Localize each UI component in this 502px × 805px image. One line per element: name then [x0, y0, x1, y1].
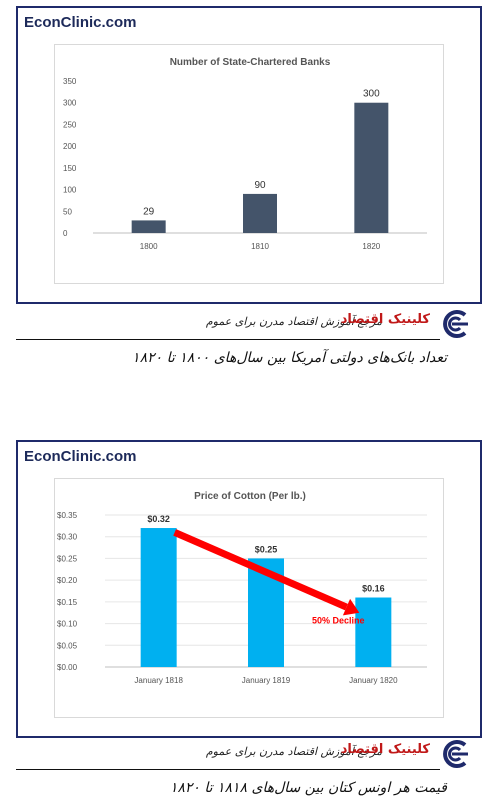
chart-1-plot-area: Number of State-Chartered Banks 0 50 100 150… — [54, 44, 444, 284]
y-tick-label: 150 — [63, 164, 77, 173]
bar-1820 — [354, 102, 389, 233]
chart-title: Number of State-Chartered Banks — [170, 57, 331, 68]
chart-2-plot-area: Price of Cotton (Per lb.) $0.00 $0.05 $0.10… — [54, 478, 444, 718]
data-label: 90 — [254, 180, 266, 191]
bar-1800 — [131, 220, 166, 233]
x-tick-label: 1820 — [362, 242, 380, 251]
y-tick-label: $0.05 — [57, 641, 78, 650]
chart-title: Price of Cotton (Per lb.) — [194, 491, 306, 502]
y-tick-label: $0.25 — [57, 554, 78, 563]
y-tick-label: $0.00 — [57, 663, 78, 672]
data-label: 29 — [143, 206, 155, 217]
decline-arrow-head-icon — [342, 598, 360, 616]
y-tick-label: 350 — [63, 77, 77, 86]
decline-annotation: 50% Decline — [312, 616, 365, 626]
econclinic-logo-icon — [443, 310, 468, 338]
bank-count-chart: Number of State-Chartered Banks 0 50 100 150… — [63, 57, 427, 251]
y-tick-label: $0.10 — [57, 620, 78, 629]
cotton-price-chart: Price of Cotton (Per lb.) $0.00 $0.05 $0.10… — [57, 491, 427, 685]
data-label: $0.25 — [255, 544, 278, 554]
x-tick-label: January 1820 — [349, 676, 398, 685]
y-tick-label: 0 — [63, 229, 68, 238]
econclinic-logo-icon — [443, 740, 468, 768]
figure-1-panel: EconClinic.com Number of State-Chartered… — [16, 6, 482, 304]
y-tick-label: 300 — [63, 99, 77, 108]
y-tick-label: $0.30 — [57, 533, 78, 542]
figure-1-caption: تعداد بانک‌های دولتی آمریکا بین سال‌های … — [132, 350, 447, 366]
data-label: 300 — [363, 89, 380, 100]
brand-row-2: مرجع آموزش اقتصاد مدرن برای عموم کلینیک … — [16, 736, 482, 776]
brand-name: کلینیک اقتصاد — [340, 312, 430, 327]
y-tick-label: $0.35 — [57, 511, 78, 520]
figure-2-panel: EconClinic.com Price of Cotton (Per lb.)… — [16, 440, 482, 738]
y-tick-label: 100 — [63, 186, 77, 195]
site-title: EconClinic.com — [24, 14, 137, 31]
brand-divider — [16, 769, 440, 770]
y-tick-label: $0.20 — [57, 576, 78, 585]
brand-divider — [16, 339, 440, 340]
x-tick-label: 1810 — [251, 242, 269, 251]
bar-1810 — [243, 193, 277, 233]
brand-row-1: مرجع آموزش اقتصاد مدرن برای عموم کلینیک … — [16, 306, 482, 346]
y-tick-label: 250 — [63, 120, 77, 129]
data-label: $0.32 — [147, 514, 170, 524]
figure-2-caption: قیمت هر اونس کتان بین سال‌های ۱۸۱۸ تا ۱۸… — [169, 780, 447, 796]
y-tick-label: 50 — [63, 207, 72, 216]
bar-january-1818 — [140, 528, 177, 667]
y-tick-label: $0.15 — [57, 598, 78, 607]
brand-tagline: مرجع آموزش اقتصاد مدرن برای عموم — [205, 745, 382, 758]
bar-january-1820 — [355, 597, 392, 667]
x-tick-label: January 1818 — [134, 676, 183, 685]
x-tick-label: 1800 — [140, 242, 158, 251]
data-label: $0.16 — [362, 584, 385, 594]
brand-tagline: مرجع آموزش اقتصاد مدرن برای عموم — [205, 315, 382, 328]
decline-arrow-shaft — [173, 529, 348, 611]
y-tick-label: 200 — [63, 142, 77, 151]
site-title: EconClinic.com — [24, 448, 137, 465]
x-tick-label: January 1819 — [242, 676, 291, 685]
brand-name: کلینیک اقتصاد — [340, 742, 430, 757]
